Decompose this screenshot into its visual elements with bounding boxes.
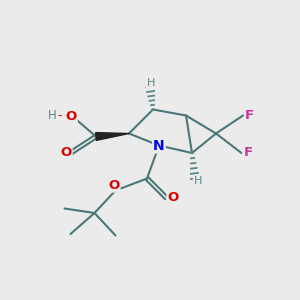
Text: O: O	[167, 191, 179, 204]
Text: -: -	[57, 109, 62, 122]
Text: H: H	[48, 109, 57, 122]
Text: H: H	[194, 176, 202, 186]
Text: F: F	[244, 146, 253, 160]
Text: H: H	[146, 78, 155, 88]
Polygon shape	[96, 133, 129, 140]
Text: F: F	[245, 109, 254, 122]
Text: O: O	[65, 110, 77, 124]
Text: N: N	[153, 139, 165, 152]
Text: O: O	[108, 178, 120, 192]
Text: O: O	[60, 146, 72, 160]
